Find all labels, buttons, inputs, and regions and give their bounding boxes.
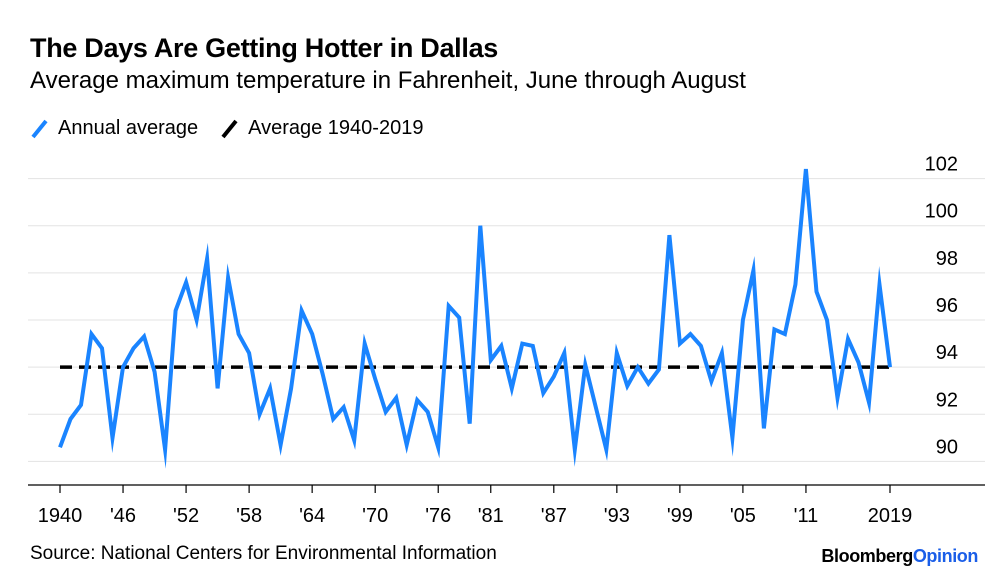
x-tick-label: '46	[110, 505, 136, 527]
x-tick-label: '76	[425, 505, 451, 527]
y-tick-label: 90	[936, 436, 958, 458]
x-tick-label: 2019	[868, 505, 913, 527]
legend-swatch-annual	[31, 119, 48, 138]
annual-average-line	[58, 168, 892, 469]
chart-title: The Days Are Getting Hotter in Dallas	[30, 33, 499, 63]
y-tick-label: 92	[936, 389, 958, 411]
x-tick-label: '81	[478, 505, 504, 527]
x-tick-label: 1940	[38, 505, 83, 527]
x-tick-label: '05	[730, 505, 756, 527]
x-tick-label: '58	[236, 505, 262, 527]
y-tick-label: 102	[925, 154, 958, 176]
y-tick-label: 96	[936, 295, 958, 317]
x-tick-label: '99	[667, 505, 693, 527]
legend-item-average: Average 1940-2019	[220, 117, 423, 140]
x-tick-label: '52	[173, 505, 199, 527]
legend-label-average: Average 1940-2019	[248, 117, 424, 139]
x-tick-label: '87	[541, 505, 567, 527]
legend: Annual average Average 1940-2019	[30, 117, 445, 140]
x-tick-label: '93	[604, 505, 630, 527]
y-tick-label: 98	[936, 248, 958, 270]
legend-item-annual: Annual average	[30, 117, 198, 140]
legend-swatch-average	[221, 119, 238, 138]
source-note: Source: National Centers for Environment…	[30, 543, 497, 564]
y-tick-label: 100	[925, 201, 958, 223]
x-tick-label: '11	[794, 505, 819, 527]
chart-subtitle: Average maximum temperature in Fahrenhei…	[30, 67, 746, 94]
x-tick-label: '70	[362, 505, 388, 527]
y-tick-label: 94	[936, 342, 958, 364]
brand-logo: BloombergOpinion	[821, 546, 978, 566]
x-tick-label: '64	[299, 505, 325, 527]
legend-label-annual: Annual average	[58, 117, 199, 139]
